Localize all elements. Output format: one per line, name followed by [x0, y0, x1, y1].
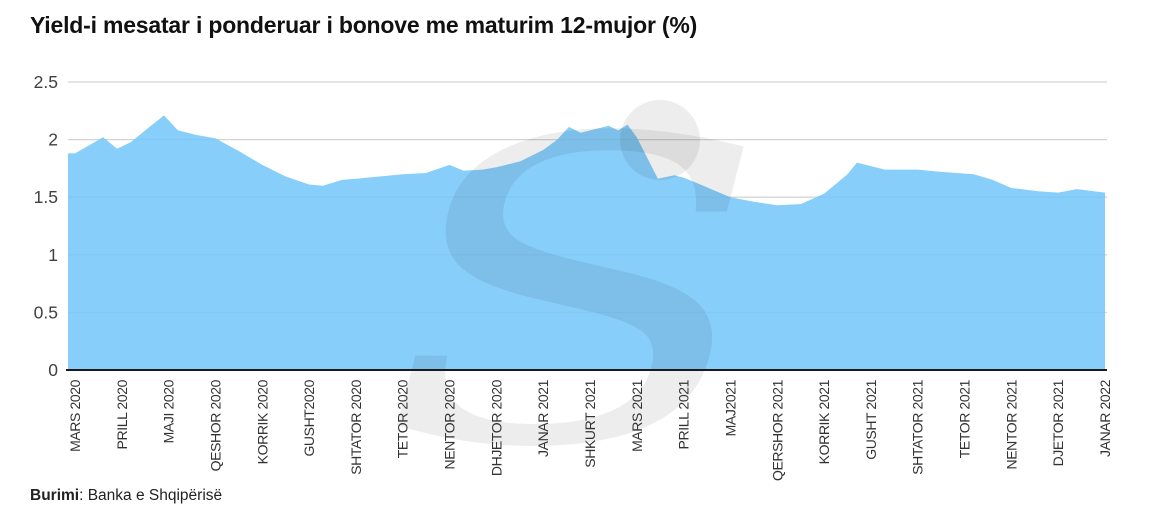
x-tick-label: QERSHOR 2021	[769, 379, 785, 481]
watermark-logo: S	[381, 50, 769, 524]
x-tick-label: SHTATOR 2021	[910, 379, 926, 474]
yield-area-series	[68, 115, 1105, 371]
y-tick-label: 2	[48, 130, 58, 150]
x-tick-label: DJETOR 2021	[1050, 379, 1066, 466]
x-tick-label: PRILL 2021	[676, 379, 692, 449]
x-tick-label: DHJETOR 2020	[488, 379, 504, 476]
y-tick-label: 0	[48, 360, 58, 380]
x-tick-label: NENTOR 2020	[442, 379, 458, 469]
x-tick-label: MARS 2020	[67, 379, 83, 451]
x-tick-label: QESHOR 2020	[207, 379, 223, 471]
watermark-s-glyph: S	[381, 50, 769, 524]
x-tick-label: GUSHT 2021	[863, 379, 879, 459]
y-tick-label: 0.5	[34, 302, 58, 322]
x-tick-label: KORRIK 2020	[254, 379, 270, 464]
x-tick-label: TETOR 2020	[395, 379, 411, 458]
x-tick-label: JANAR 2021	[535, 379, 551, 457]
source-line: Burimi: Banka e Shqipërisë	[30, 487, 222, 505]
x-tick-label: JANAR 2022	[1097, 379, 1113, 457]
x-tick-label: NENTOR 2021	[1003, 379, 1019, 469]
x-tick-label: PRILL 2020	[114, 379, 130, 449]
x-tick-label: SHKURT 2021	[582, 379, 598, 467]
watermark-dot	[620, 100, 700, 180]
source-text: : Banka e Shqipërisë	[79, 487, 223, 504]
x-tick-label: SHTATOR 2020	[348, 379, 364, 474]
chart-title: Yield-i mesatar i ponderuar i bonove me …	[30, 12, 698, 38]
x-tick-label: MAJ2021	[722, 379, 738, 436]
y-tick-label: 2.5	[34, 72, 58, 92]
y-tick-label: 1.5	[34, 187, 58, 207]
y-tick-label: 1	[48, 245, 58, 265]
x-tick-label: KORRIK 2021	[816, 379, 832, 464]
source-label: Burimi	[30, 487, 80, 504]
x-tick-label: MARS 2021	[629, 379, 645, 451]
x-tick-label: MAJI 2020	[161, 379, 177, 443]
x-tick-label: GUSHT2020	[301, 379, 317, 456]
x-tick-label: TETOR 2021	[957, 379, 973, 458]
